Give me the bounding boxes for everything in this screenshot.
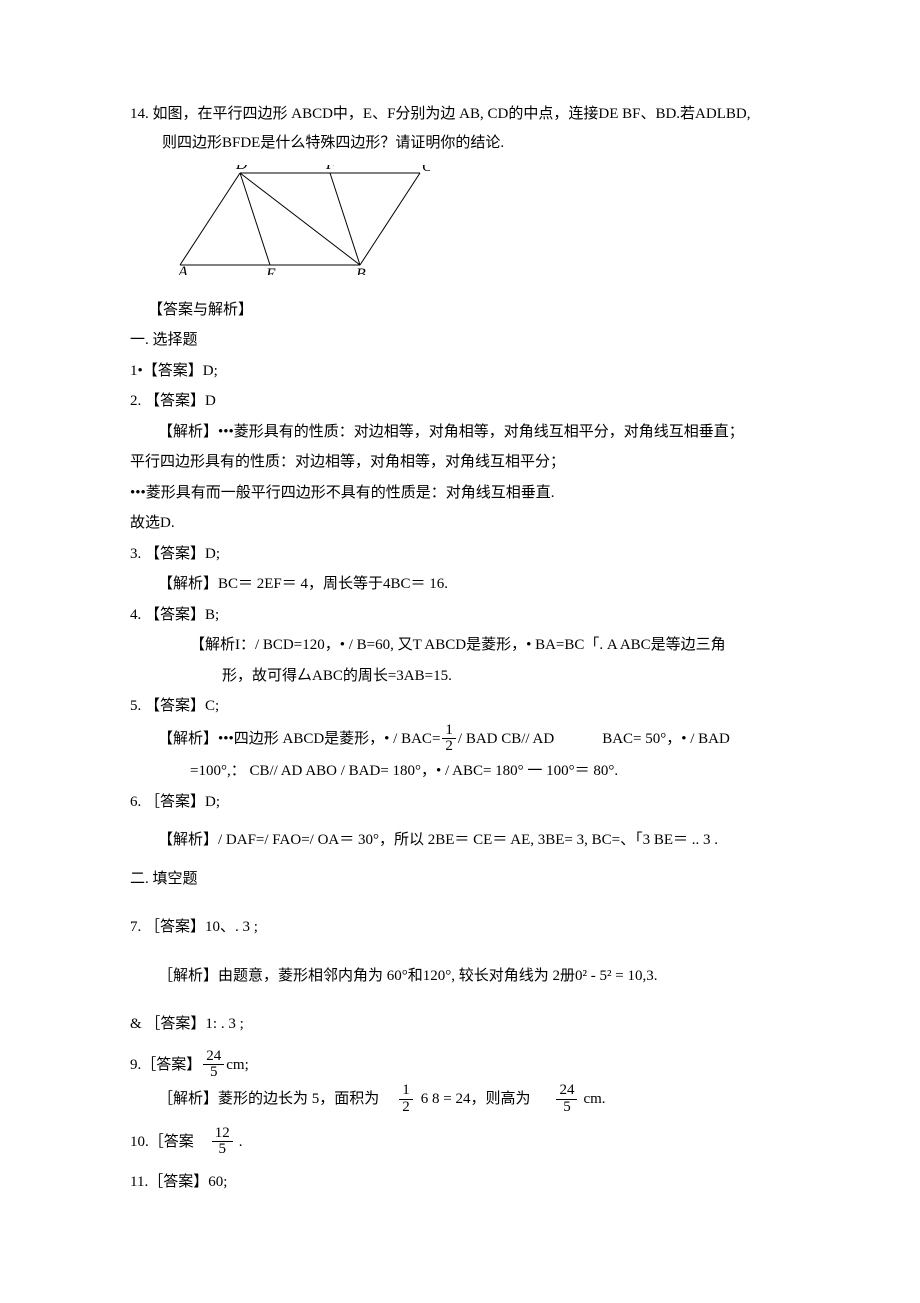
fraction-12-5: 12 5 xyxy=(212,1126,233,1159)
q14-number: 14. xyxy=(130,106,149,122)
answer-8: & ［答案】1: . 3 ; xyxy=(130,1010,860,1039)
answer-5-value: C; xyxy=(205,698,219,714)
answer-1-prefix: 1•【答案】 xyxy=(130,363,203,379)
answer-4-explain-1: 【解析I：/ BCD=120，• / B=60, 又T ABCD是菱形，• BA… xyxy=(130,631,860,660)
answer-5-explain-1: 【解析】•••四边形 ABCD是菱形，• / BAC= 1 2 / BAD CB… xyxy=(130,723,860,756)
frac-den: 2 xyxy=(399,1100,413,1116)
frac-num: 24 xyxy=(203,1049,224,1066)
answer-7: 7. ［答案】10、. 3 ; xyxy=(130,913,860,942)
answer-5-prefix: 5. 【答案】 xyxy=(130,698,205,714)
a9-exp-c: cm. xyxy=(583,1085,605,1114)
answer-7-prefix: 7. ［答案】 xyxy=(130,919,205,935)
q14-line1-text: 如图，在平行四边形 ABCD中，E、F分别为边 AB, CD的中点，连接DE B… xyxy=(153,106,751,122)
fraction-24-5: 24 5 xyxy=(203,1049,224,1082)
answer-10-suffix: . xyxy=(239,1128,243,1157)
answer-4: 4. 【答案】B; xyxy=(130,601,860,630)
answer-11-prefix: 11.［答案】 xyxy=(130,1174,208,1190)
fraction-24-5-b: 24 5 xyxy=(556,1083,577,1116)
answer-6-prefix: 6. ［答案】 xyxy=(130,794,205,810)
answer-10: 10.［答案 12 5 . xyxy=(130,1126,860,1159)
svg-text:A: A xyxy=(177,264,188,275)
answer-7-value: 10、. 3 ; xyxy=(205,919,258,935)
q14-diagram: A E B D F C xyxy=(170,165,860,286)
svg-text:C: C xyxy=(422,165,430,175)
answer-4-explain-2: 形，故可得厶ABC的周长=3AB=15. xyxy=(130,662,860,691)
answer-1: 1•【答案】D; xyxy=(130,357,860,386)
q14-text-line2: 则四边形BFDE是什么特殊四边形？请证明你的结论. xyxy=(130,129,860,158)
answer-5-explain-2: =100°,： CB// AD ABO / BAD= 180°，• / ABC=… xyxy=(130,757,860,786)
answer-9-unit: cm; xyxy=(226,1051,249,1080)
a5-exp1-c: BAC= 50°，• / BAD xyxy=(602,725,730,754)
answer-11-value: 60; xyxy=(208,1174,227,1190)
frac-num: 1 xyxy=(399,1083,413,1100)
answer-2: 2. 【答案】D xyxy=(130,387,860,416)
answer-6-explain: 【解析】/ DAF=/ FAO=/ OA＝ 30°，所以 2BE＝ CE＝ AE… xyxy=(130,826,860,855)
answer-3-explain: 【解析】BC＝ 2EF＝ 4，周长等于4BC＝ 16. xyxy=(130,570,860,599)
answer-6-value: D; xyxy=(205,794,220,810)
svg-text:E: E xyxy=(265,266,276,275)
answer-3: 3. 【答案】D; xyxy=(130,540,860,569)
section-1-heading: 一. 选择题 xyxy=(130,326,860,355)
a5-exp1-b: / BAD CB// AD xyxy=(458,725,554,754)
answer-7-explain: ［解析】由题意，菱形相邻内角为 60°和120°, 较长对角线为 2册0² - … xyxy=(130,962,860,991)
answer-6: 6. ［答案】D; xyxy=(130,788,860,817)
answer-9-prefix: 9.［答案】 xyxy=(130,1051,201,1080)
answer-2-prefix: 2. 【答案】 xyxy=(130,393,205,409)
frac-num: 24 xyxy=(556,1083,577,1100)
q14-text-line1: 14. 如图，在平行四边形 ABCD中，E、F分别为边 AB, CD的中点，连接… xyxy=(130,100,860,129)
answer-8-value: 1: . 3 ; xyxy=(205,1016,243,1032)
frac-den: 5 xyxy=(212,1142,233,1158)
fraction-1-2: 1 2 xyxy=(442,723,456,756)
frac-den: 5 xyxy=(203,1065,224,1081)
a9-exp-b: 6 8 = 24，则高为 xyxy=(421,1085,531,1114)
parallelogram-svg: A E B D F C xyxy=(170,165,430,275)
fraction-1-2-b: 1 2 xyxy=(399,1083,413,1116)
answer-11: 11.［答案】60; xyxy=(130,1168,860,1197)
answer-9: 9.［答案】 24 5 cm; xyxy=(130,1049,860,1082)
answer-9-explain: ［解析】菱形的边长为 5，面积为 1 2 6 8 = 24，则高为 24 5 c… xyxy=(130,1083,860,1116)
section-2-heading: 二. 填空题 xyxy=(130,865,860,894)
answer-2-explain-4: 故选D. xyxy=(130,509,860,538)
svg-text:D: D xyxy=(235,165,248,173)
answer-2-explain-3: •••菱形具有而一般平行四边形不具有的性质是：对角线互相垂直. xyxy=(130,479,860,508)
frac-den: 2 xyxy=(442,739,456,755)
frac-num: 12 xyxy=(212,1126,233,1143)
svg-text:F: F xyxy=(325,165,336,173)
answer-2-explain-1: 【解析】•••菱形具有的性质：对边相等，对角相等，对角线互相平分，对角线互相垂直… xyxy=(130,418,860,447)
answer-4-value: B; xyxy=(205,607,219,623)
svg-text:B: B xyxy=(356,266,366,275)
answer-5: 5. 【答案】C; xyxy=(130,692,860,721)
a5-exp1-a: 【解析】•••四边形 ABCD是菱形，• / BAC= xyxy=(158,725,440,754)
question-14: 14. 如图，在平行四边形 ABCD中，E、F分别为边 AB, CD的中点，连接… xyxy=(130,100,860,157)
answer-3-value: D; xyxy=(205,546,220,562)
answer-3-prefix: 3. 【答案】 xyxy=(130,546,205,562)
answer-4-prefix: 4. 【答案】 xyxy=(130,607,205,623)
a9-exp-a: ［解析】菱形的边长为 5，面积为 xyxy=(158,1085,379,1114)
answer-1-value: D; xyxy=(203,363,218,379)
answer-2-value: D xyxy=(205,393,216,409)
frac-num: 1 xyxy=(442,723,456,740)
answer-8-prefix: & ［答案】 xyxy=(130,1016,205,1032)
answer-2-explain-2: 平行四边形具有的性质：对边相等，对角相等，对角线互相平分； xyxy=(130,448,860,477)
frac-den: 5 xyxy=(556,1100,577,1116)
answer-10-prefix: 10.［答案 xyxy=(130,1128,194,1157)
answers-header: 【答案与解析】 xyxy=(148,296,860,325)
